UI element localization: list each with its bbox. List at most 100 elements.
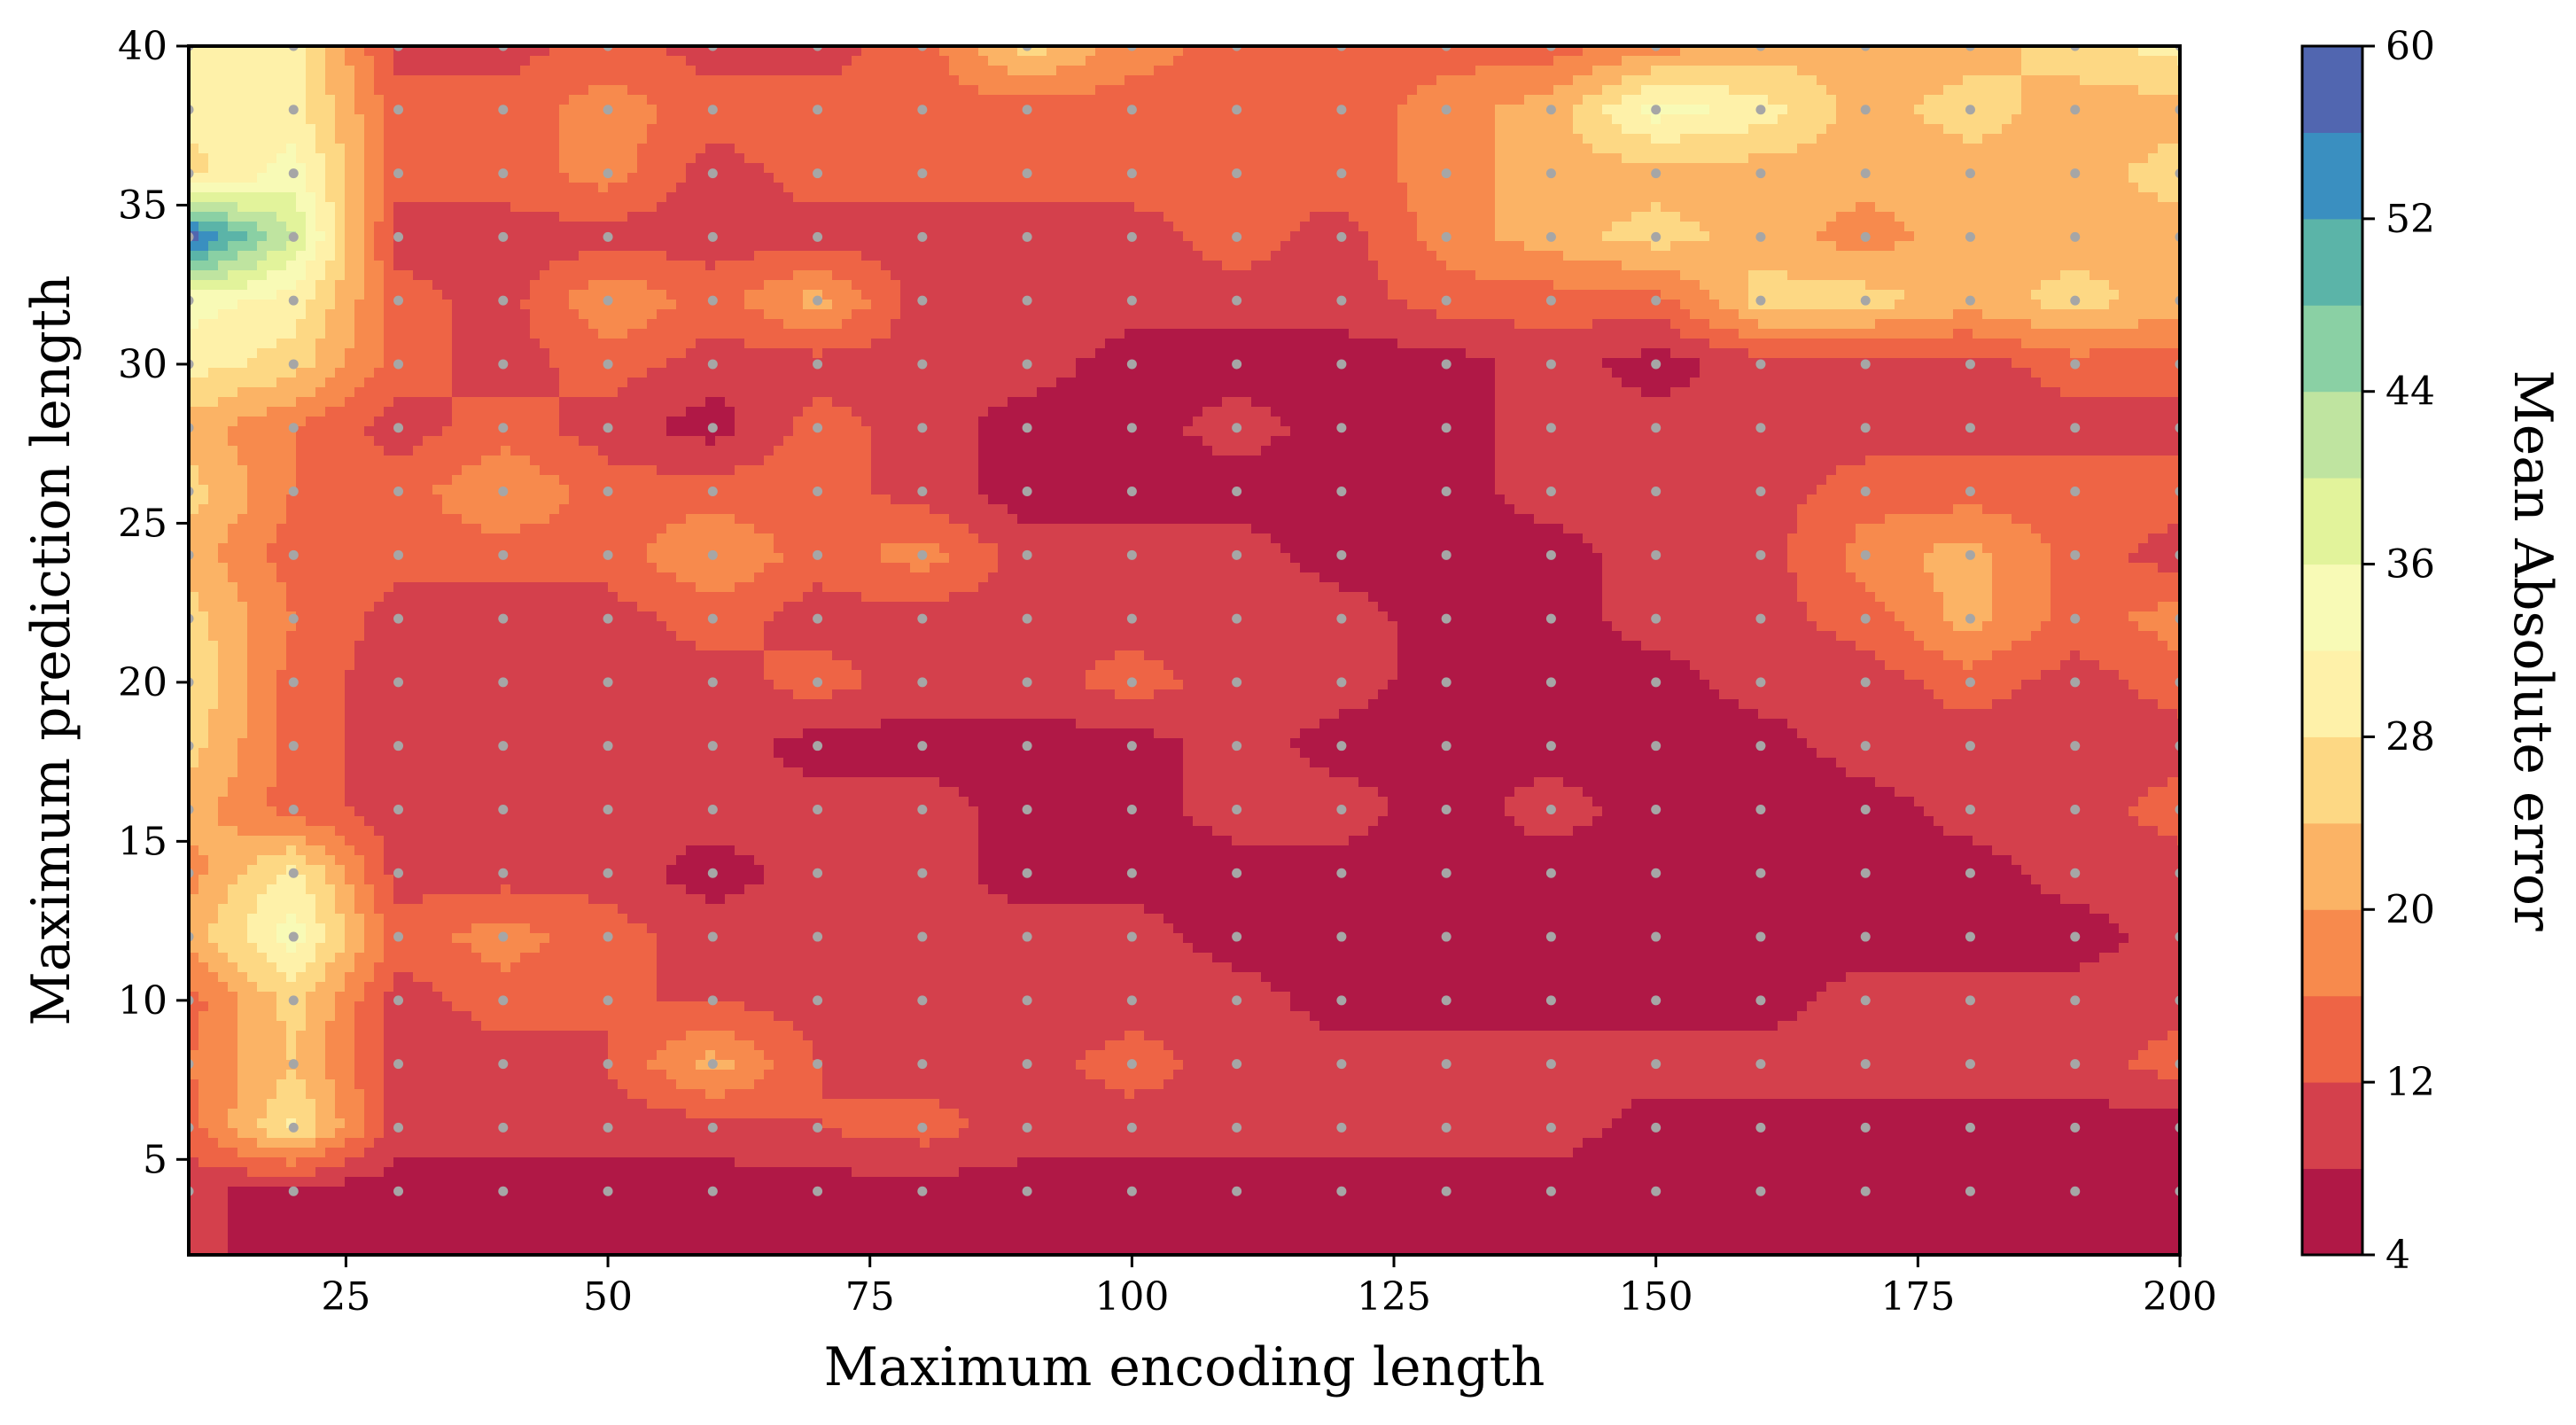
contour-cell xyxy=(793,261,804,271)
contour-cell xyxy=(1592,192,1603,203)
contour-cell xyxy=(1797,124,1808,135)
contour-cell xyxy=(364,134,375,144)
contour-cell xyxy=(1739,124,1749,135)
contour-cell xyxy=(1280,241,1291,252)
contour-cell xyxy=(1456,134,1467,144)
contour-cell xyxy=(1222,144,1233,154)
contour-cell xyxy=(2109,114,2120,125)
contour-cell xyxy=(1134,114,1145,125)
contour-cell xyxy=(1748,192,1759,203)
contour-cell xyxy=(1758,270,1769,281)
contour-cell xyxy=(1193,231,1203,242)
contour-cell xyxy=(705,251,716,261)
contour-cell xyxy=(1407,153,1418,164)
contour-cell xyxy=(1807,270,1817,281)
contour-cell xyxy=(1865,192,1876,203)
contour-cell xyxy=(423,56,433,66)
contour-cell xyxy=(1251,124,1262,135)
contour-cell xyxy=(657,202,667,213)
contour-cell xyxy=(1193,261,1203,271)
contour-cell xyxy=(647,124,658,135)
contour-cell xyxy=(861,222,872,232)
contour-cell xyxy=(247,75,258,86)
contour-cell xyxy=(1914,163,1925,174)
contour-cell xyxy=(1076,241,1086,252)
contour-cell xyxy=(1836,114,1847,125)
contour-cell xyxy=(345,95,355,105)
contour-cell xyxy=(432,114,443,125)
contour-cell xyxy=(403,95,414,105)
contour-cell xyxy=(2099,192,2110,203)
contour-cell xyxy=(1466,56,1476,66)
contour-cell xyxy=(228,183,238,193)
contour-cell xyxy=(218,241,229,252)
contour-cell xyxy=(296,144,307,154)
contour-cell xyxy=(822,270,833,281)
contour-cell xyxy=(1992,183,2003,193)
contour-cell xyxy=(267,85,277,96)
contour-cell xyxy=(1076,105,1086,115)
contour-cell xyxy=(1505,202,1515,213)
contour-cell xyxy=(1076,114,1086,125)
contour-cell xyxy=(218,212,229,222)
contour-cell xyxy=(1524,241,1535,252)
contour-cell xyxy=(764,192,774,203)
contour-cell xyxy=(198,66,209,76)
contour-cell xyxy=(569,153,580,164)
contour-cell xyxy=(579,95,589,105)
contour-cell xyxy=(2148,153,2159,164)
contour-cell xyxy=(2119,173,2129,183)
contour-cell xyxy=(696,241,706,252)
contour-cell xyxy=(1280,85,1291,96)
contour-cell xyxy=(1037,66,1047,76)
contour-cell xyxy=(1105,153,1116,164)
contour-cell xyxy=(754,163,765,174)
contour-cell xyxy=(1992,241,2003,252)
contour-cell xyxy=(2129,56,2139,66)
contour-cell xyxy=(1661,95,1671,105)
contour-cell xyxy=(228,95,238,105)
contour-cell xyxy=(549,163,560,174)
contour-cell xyxy=(754,75,765,86)
contour-cell xyxy=(2167,114,2178,125)
contour-cell xyxy=(754,134,765,144)
contour-cell xyxy=(1095,66,1106,76)
contour-cell xyxy=(1261,75,1272,86)
contour-cell xyxy=(842,144,852,154)
contour-cell xyxy=(861,163,872,174)
contour-cell xyxy=(842,114,852,125)
contour-cell xyxy=(1446,270,1457,281)
contour-cell xyxy=(1904,66,1915,76)
contour-cell xyxy=(1836,105,1847,115)
contour-cell xyxy=(2129,134,2139,144)
contour-cell xyxy=(267,241,277,252)
contour-cell xyxy=(852,231,862,242)
contour-cell xyxy=(715,192,726,203)
contour-cell xyxy=(306,280,316,291)
contour-cell xyxy=(257,280,268,291)
contour-cell xyxy=(1690,183,1700,193)
contour-cell xyxy=(666,192,677,203)
contour-cell xyxy=(1583,56,1593,66)
contour-cell xyxy=(725,202,735,213)
contour-cell xyxy=(1183,105,1194,115)
contour-cell xyxy=(2109,134,2120,144)
contour-cell xyxy=(1349,212,1359,222)
contour-cell xyxy=(403,173,414,183)
contour-cell xyxy=(1641,183,1652,193)
contour-cell xyxy=(540,124,550,135)
contour-cell xyxy=(1261,173,1272,183)
contour-cell xyxy=(705,261,716,271)
contour-cell xyxy=(1787,163,1798,174)
contour-cell xyxy=(1943,95,1954,105)
contour-cell xyxy=(1622,231,1632,242)
contour-cell xyxy=(1612,192,1623,203)
contour-cell xyxy=(296,134,307,144)
contour-cell xyxy=(442,144,453,154)
contour-cell xyxy=(1056,173,1067,183)
contour-cell xyxy=(1680,173,1691,183)
contour-cell xyxy=(1739,105,1749,115)
contour-cell xyxy=(657,105,667,115)
contour-cell xyxy=(1397,134,1408,144)
contour-cell xyxy=(1056,163,1067,174)
